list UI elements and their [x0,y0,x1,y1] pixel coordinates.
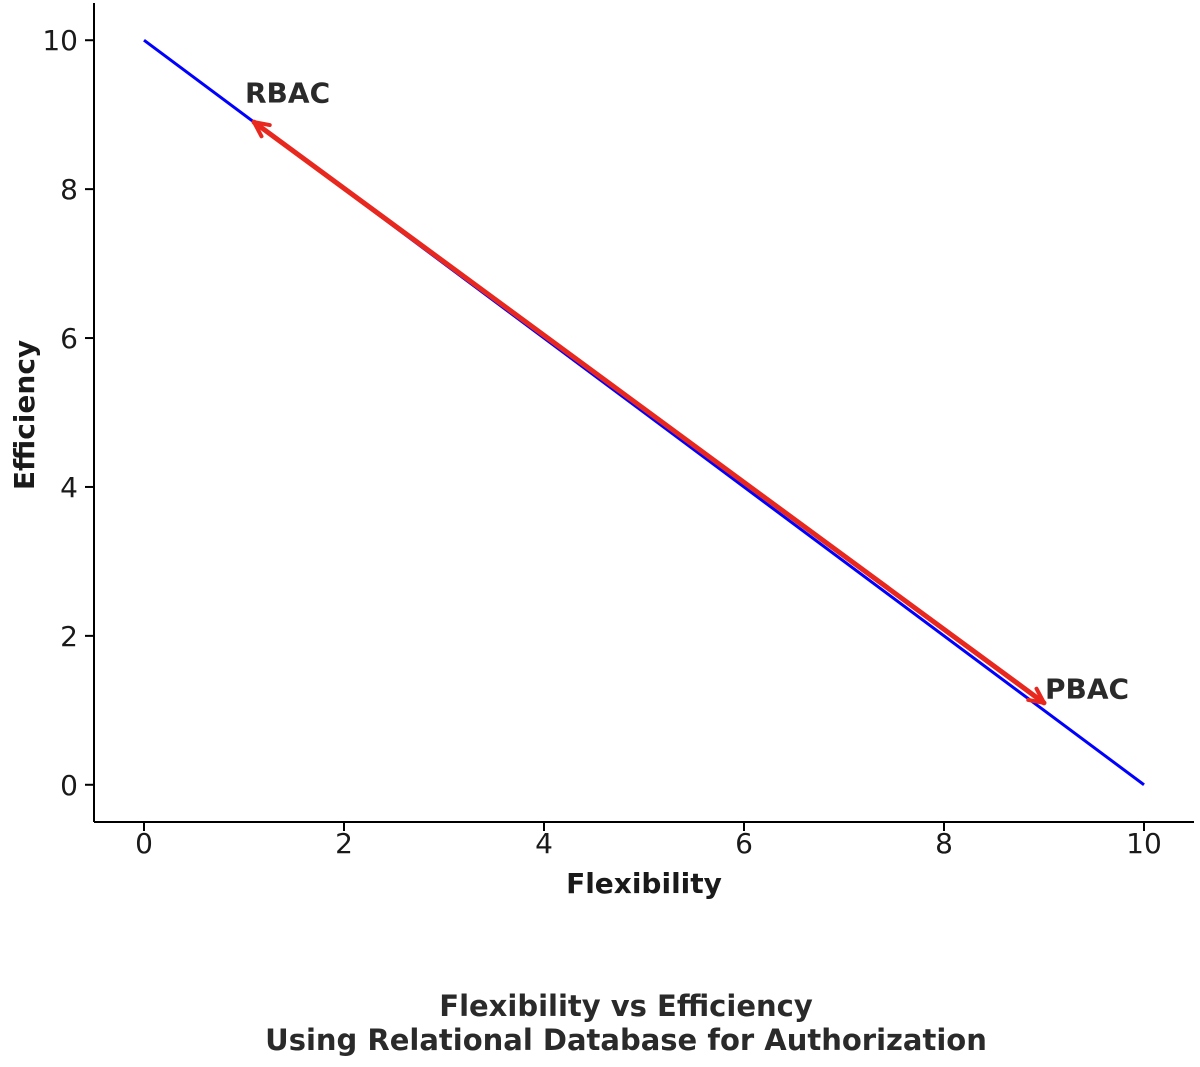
arrow-shaft [251,119,1047,706]
y-tick-label: 2 [60,620,78,653]
arrow-head-pbac [1026,686,1046,705]
chart-title-line-1: Flexibility vs Efficiency [439,989,813,1023]
x-tick-label: 4 [535,827,553,860]
y-tick-label: 8 [60,173,78,206]
chart-title-line-2: Using Relational Database for Authorizat… [265,1023,987,1057]
annotation-pbac: PBAC [1045,672,1129,705]
y-tick-label: 4 [60,471,78,504]
x-tick-label: 10 [1126,827,1162,860]
y-tick-label: 0 [60,769,78,802]
y-tick-label: 10 [42,24,78,57]
axes: 0 2 4 6 8 10 0 2 4 6 8 10 [42,3,1194,860]
x-tick-label: 2 [335,827,353,860]
arrow-layer [251,119,1047,706]
y-axis-label: Efficiency [8,340,41,490]
x-tick-label: 8 [935,827,953,860]
x-tick-label: 0 [135,827,153,860]
x-tick-label: 6 [735,827,753,860]
x-axis-label: Flexibility [566,867,722,900]
annotation-layer: RBAC PBAC [245,77,1129,706]
annotation-rbac: RBAC [245,77,330,110]
arrow-head-rbac [252,120,272,139]
y-tick-label: 6 [60,322,78,355]
